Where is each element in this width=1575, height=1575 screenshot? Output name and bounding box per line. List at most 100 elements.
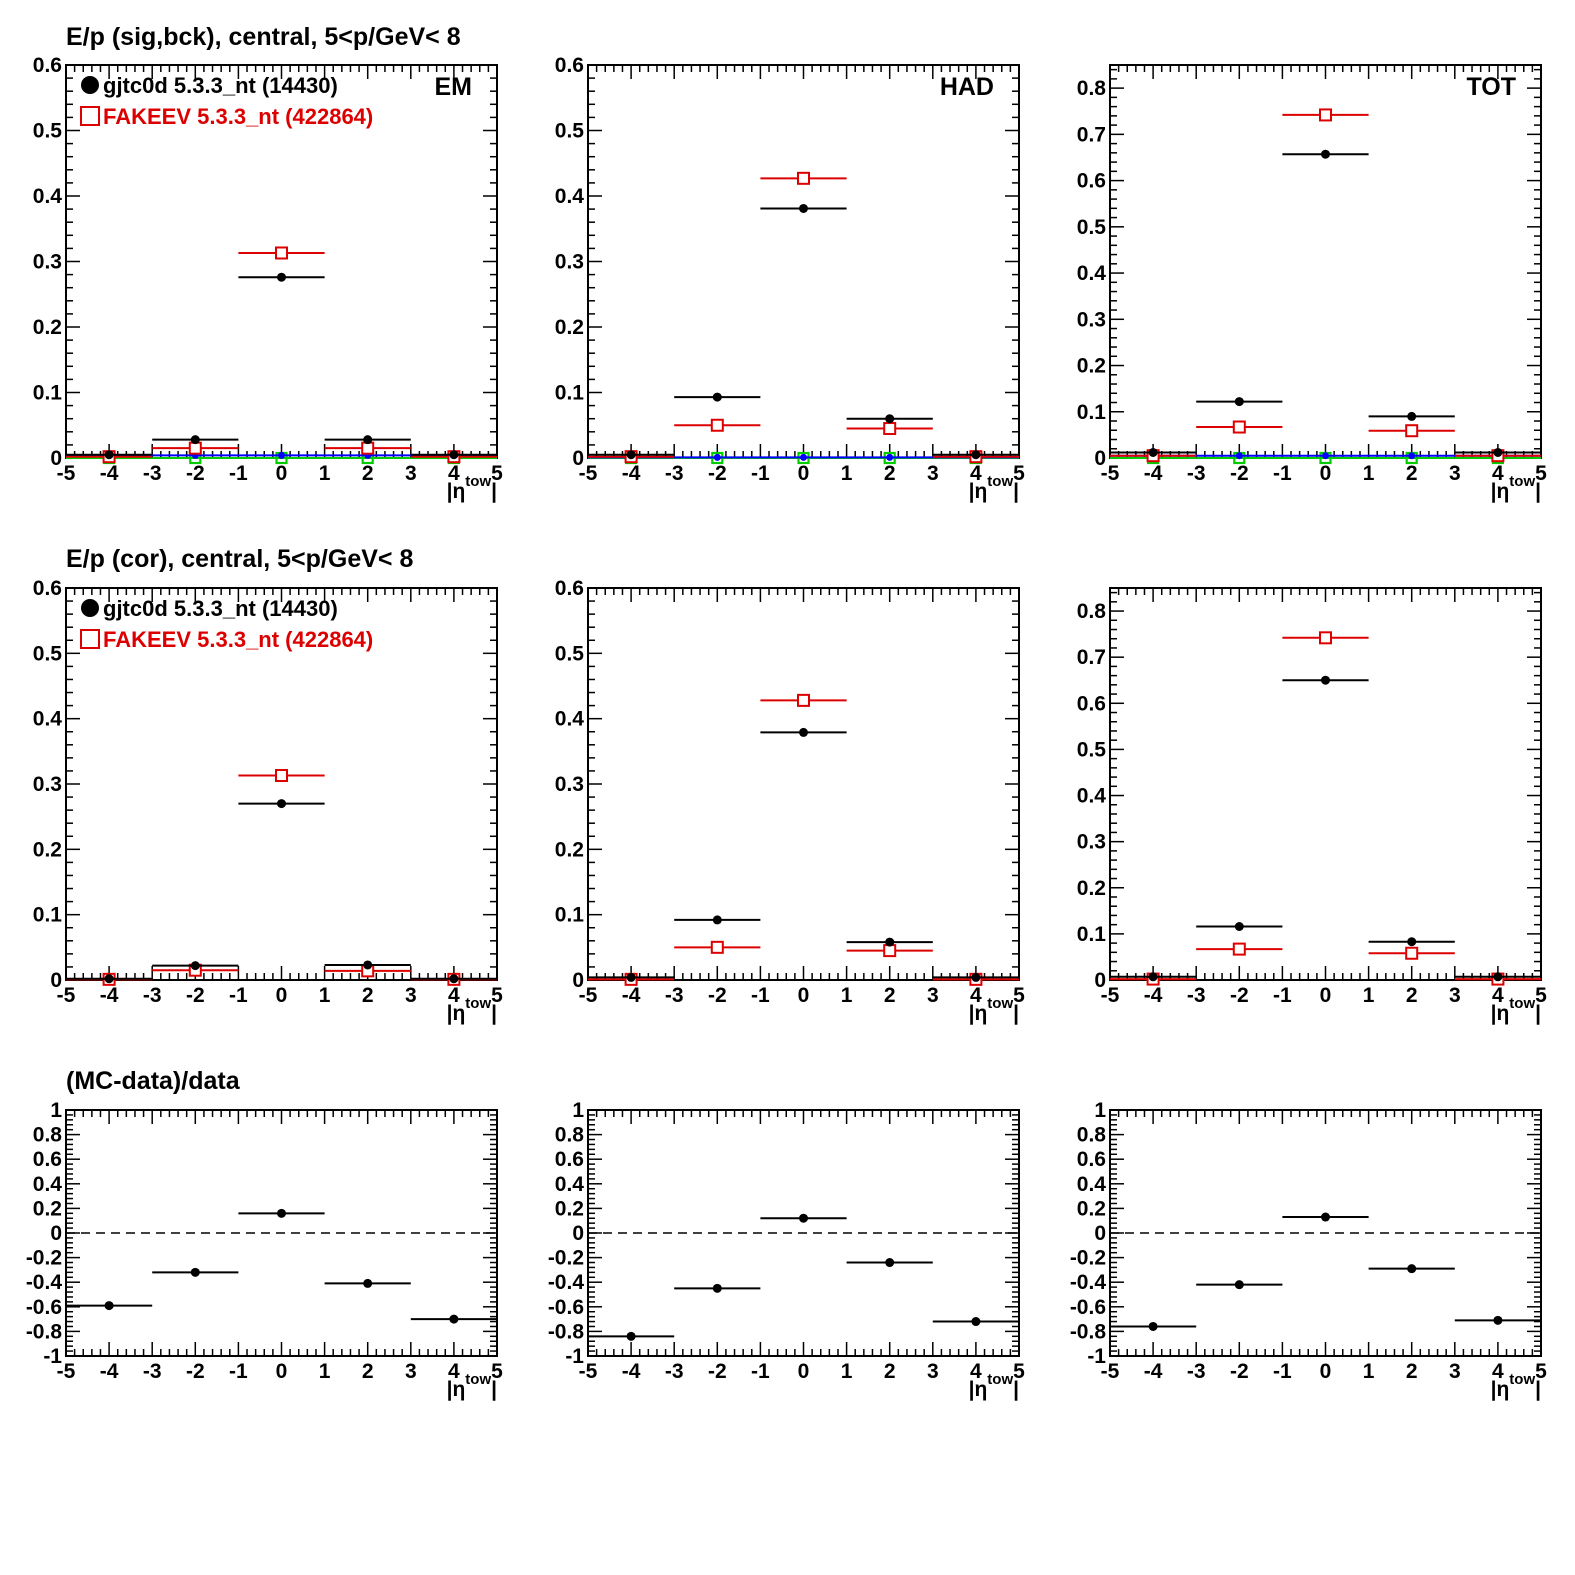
x-tick-label: 0 xyxy=(798,1360,810,1383)
y-tick-label: 0.2 xyxy=(555,1197,584,1220)
data-point xyxy=(1148,1321,1158,1331)
x-tick-label: 5 xyxy=(1535,462,1547,485)
x-tick-label: -1 xyxy=(751,984,770,1007)
x-axis-label: |ηtow| xyxy=(447,1371,497,1401)
row-title-middle: E/p (cor), central, 5<p/GeV< 8 xyxy=(66,545,413,573)
data-point xyxy=(1493,447,1503,457)
data-point xyxy=(799,1213,808,1223)
y-tick-label: 0 xyxy=(572,1222,584,1245)
x-tick-label: 2 xyxy=(1406,462,1418,485)
x-tick-label: -3 xyxy=(1187,1360,1206,1383)
y-tick-label: 1 xyxy=(1094,1099,1106,1122)
data-point xyxy=(1234,1280,1244,1290)
x-axis-label-sup: tow xyxy=(465,995,491,1012)
x-axis-label: |ηtow| xyxy=(969,995,1019,1025)
y-tick-label: -0.8 xyxy=(1070,1320,1107,1343)
data-point xyxy=(1234,397,1244,407)
mc-point xyxy=(710,418,724,432)
x-tick-label: 1 xyxy=(841,462,853,485)
x-tick-label: -4 xyxy=(622,984,641,1007)
mc-point xyxy=(883,422,897,436)
x-axis-label: |ηtow| xyxy=(969,473,1019,503)
x-tick-label: 2 xyxy=(362,984,374,1007)
y-tick-label: -0.6 xyxy=(1070,1296,1106,1319)
data-point xyxy=(363,960,373,970)
y-tick-label: 0 xyxy=(50,969,62,992)
x-tick-label: -5 xyxy=(57,462,76,485)
x-tick-label: -4 xyxy=(1144,984,1163,1007)
y-tick-label: 0.5 xyxy=(1077,738,1107,761)
y-tick-label: 0 xyxy=(1094,447,1106,470)
x-axis-label-main: |η xyxy=(1491,1378,1510,1401)
x-tick-label: -2 xyxy=(1230,984,1249,1007)
panel-r2-c0: -5 -4 -3 -2 -1 0 1 2 3 4 5-1-0.8-0.6-0.4-0.200.20.… xyxy=(26,1099,503,1401)
data-point xyxy=(626,1331,636,1341)
y-tick-label: 0.4 xyxy=(1077,785,1107,808)
y-tick-label: 0.1 xyxy=(1077,923,1107,946)
x-tick-label: 3 xyxy=(1449,462,1461,485)
x-tick-label: 4 xyxy=(1492,1360,1504,1383)
x-axis-label: |ηtow| xyxy=(1491,1371,1541,1401)
legend: gjtc0d 5.3.3_nt (14430) FAKEEV 5.3.3_nt (… xyxy=(80,73,373,129)
x-axis-label-sup: tow xyxy=(987,1371,1013,1388)
plot-frame xyxy=(587,64,1020,459)
x-tick-label: -1 xyxy=(229,462,248,485)
data-point xyxy=(1148,447,1158,457)
x-tick-label: 1 xyxy=(1363,1360,1375,1383)
data-point xyxy=(1321,149,1330,159)
data-point xyxy=(1407,937,1417,947)
y-tick-label: 0.3 xyxy=(555,773,584,796)
x-tick-label: 5 xyxy=(491,462,503,485)
panel-r2-c1: -5 -4 -3 -2 -1 0 1 2 3 4 5-1-0.8-0.6-0.4-0.200.20.… xyxy=(548,1099,1025,1401)
x-axis-label-end: | xyxy=(1535,480,1541,503)
x-tick-label: 4 xyxy=(448,1360,460,1383)
y-tick-label: 0.8 xyxy=(1077,1124,1107,1147)
y-tick-label: 0.5 xyxy=(1077,216,1107,239)
data-point xyxy=(190,435,200,445)
x-axis-label-main: |η xyxy=(1491,480,1510,503)
panel-r2-c2: -5 -4 -3 -2 -1 0 1 2 3 4 5-1-0.8-0.6-0.4-0.200.20.… xyxy=(1070,1099,1547,1401)
mc-point xyxy=(1319,631,1332,645)
y-tick-label: 0.2 xyxy=(1077,355,1106,378)
y-tick-label: 0 xyxy=(50,1222,62,1245)
panel-r1-c1: -5 -4 -3 -2 -1 0 1 2 3 4 5 0 0.1 0.2 0.3 0.4 0.5 0.6 |ηtow… xyxy=(555,577,1025,1025)
panels-layer: -5 -4 -3 -2 -1 0 1 2 3 4 500.10.20.30.40.50.6|ηtow… xyxy=(26,54,1547,1401)
x-tick-label: 0 xyxy=(798,984,810,1007)
x-tick-label: 3 xyxy=(927,1360,939,1383)
data-point xyxy=(1407,1264,1417,1274)
data-point xyxy=(799,727,808,737)
x-tick-label: -2 xyxy=(186,1360,205,1383)
y-tick-label: 0.7 xyxy=(1077,646,1106,669)
x-tick-label: 3 xyxy=(927,984,939,1007)
x-tick-label: 3 xyxy=(1449,1360,1461,1383)
y-tick-label: 0 xyxy=(572,447,584,470)
x-tick-label: 0 xyxy=(276,1360,288,1383)
x-axis-label-sup: tow xyxy=(1509,1371,1535,1388)
x-axis-label-sup: tow xyxy=(1509,995,1535,1012)
x-tick-label: -1 xyxy=(229,984,248,1007)
y-tick-label: 0.5 xyxy=(555,120,585,143)
plot-frame xyxy=(587,587,1020,981)
panel-r1-c2: -5 -4 -3 -2 -1 0 1 2 3 4 5 0 0.1 0.2 0.3 0.4 0.5 0.6 0.7 0.… xyxy=(1077,587,1547,1025)
y-tick-label: 1 xyxy=(50,1099,62,1122)
y-tick-label: 0.1 xyxy=(1077,401,1107,424)
x-tick-label: 2 xyxy=(884,984,896,1007)
y-tick-label: 0.3 xyxy=(1077,831,1106,854)
x-axis-label-main: |η xyxy=(969,1002,988,1025)
data-point xyxy=(104,450,114,460)
mc-point xyxy=(797,171,810,185)
x-axis-label-end: | xyxy=(491,480,497,503)
y-tick-label: -1 xyxy=(1087,1345,1106,1368)
bck-blue-point xyxy=(1322,452,1329,460)
y-tick-label: 0.1 xyxy=(555,904,585,927)
panel-r0-c1: -5 -4 -3 -2 -1 0 1 2 3 4 5 0 0.1 0.2 0.3 0.4 0.5 0.6 |ηtow… xyxy=(555,54,1025,503)
data-point xyxy=(104,1301,114,1311)
legend: gjtc0d 5.3.3_nt (14430) FAKEEV 5.3.3_nt (… xyxy=(80,596,373,652)
data-point xyxy=(712,1283,722,1293)
x-tick-label: 0 xyxy=(1320,984,1332,1007)
data-point xyxy=(712,915,722,925)
data-point xyxy=(1493,1315,1503,1325)
x-axis-label-main: |η xyxy=(447,1378,466,1401)
y-tick-label: 0.5 xyxy=(33,642,63,665)
x-tick-label: -4 xyxy=(100,462,119,485)
